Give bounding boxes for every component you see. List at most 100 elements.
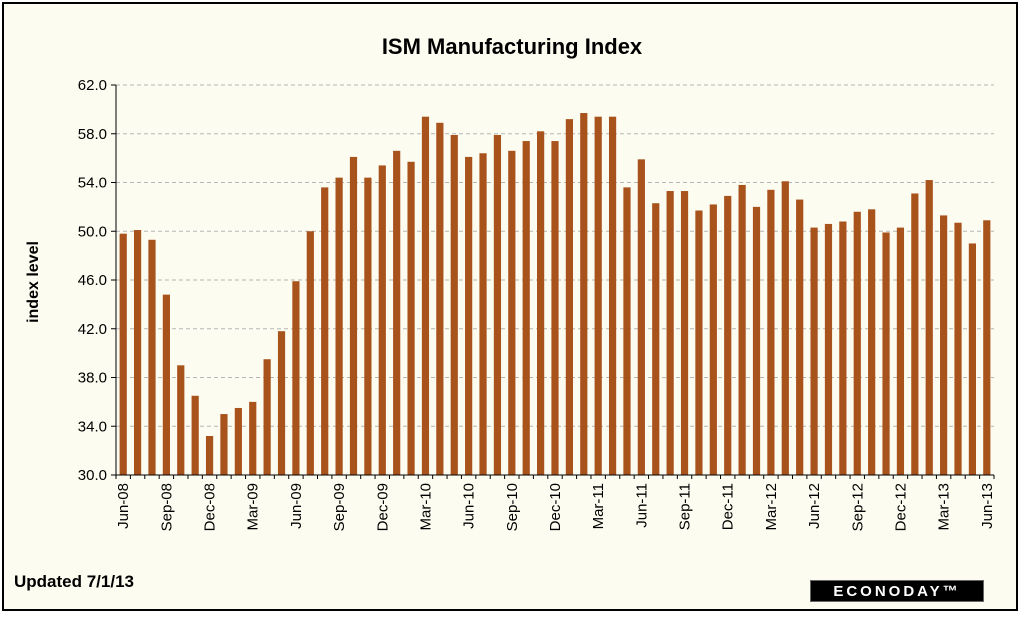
bar-Sep-10 [508,150,516,475]
bar-Mar-10 [421,116,430,475]
bar-May-09 [277,331,286,475]
bar-Jun-11 [637,159,645,475]
bar-Jan-13 [911,193,919,475]
x-tick-label: Mar-09 [245,483,262,531]
bar-Oct-09 [349,156,358,475]
bar-Sep-12 [853,211,861,475]
bar-May-12 [796,199,804,475]
bar-Mar-09 [249,401,257,476]
y-tick-label: 54.0 [78,175,107,192]
x-tick-label: Jun-09 [288,483,305,529]
x-tick-label: Mar-12 [763,483,780,531]
bar-Feb-12 [752,206,761,476]
bar-Dec-08 [205,436,214,475]
x-tick-label: Sep-12 [849,483,866,531]
bar-Sep-11 [680,191,689,475]
bar-Jan-11 [565,119,573,476]
x-tick-label: Sep-08 [158,483,175,531]
x-tick-label: Dec-12 [892,483,909,531]
bar-series [119,113,991,476]
bar-Nov-08 [191,395,199,475]
bar-Feb-11 [580,113,588,475]
x-tick-label: Dec-08 [202,483,219,531]
x-tick-label: Mar-11 [590,483,607,529]
x-tick-label: Sep-10 [504,483,521,531]
bar-Dec-11 [724,195,732,475]
bar-Jun-09 [292,281,300,475]
bar-Oct-08 [177,365,185,475]
bar-Jul-09 [306,231,314,475]
x-tick-label: Jun-13 [979,483,996,529]
bar-Nov-10 [537,131,545,475]
bar-Nov-09 [364,177,372,476]
bar-Dec-09 [378,165,386,475]
x-tick-label: Mar-10 [417,483,434,531]
bar-Oct-11 [695,210,703,475]
chart-title: ISM Manufacturing Index [382,34,643,59]
bar-Apr-09 [263,359,271,475]
bar-Dec-12 [896,227,905,475]
y-tick-label: 34.0 [78,418,107,435]
bar-May-10 [450,134,458,475]
x-tick-label: Mar-13 [936,483,953,531]
bar-Nov-11 [709,204,717,475]
bar-Feb-10 [407,161,415,475]
bar-Aug-08 [148,239,156,475]
bar-Jun-12 [810,227,818,475]
bar-Jul-11 [652,203,660,475]
x-tick-labels: Jun-08 Sep-08 Dec-08 Mar-09 Jun-09 Sep-09 Dec-… [115,475,996,531]
bar-Aug-09 [321,187,329,476]
y-tick-label: 30.0 [78,467,107,484]
y-tick-labels: 30.0 34.0 38.0 42.0 46.0 50.0 54.0 58.0 62.0 [78,77,116,484]
bar-Apr-13 [954,222,962,475]
bar-Jun-08 [119,233,127,475]
bar-Apr-12 [781,181,789,475]
bar-Feb-09 [234,407,242,475]
bar-Oct-10 [522,141,530,475]
y-tick-label: 58.0 [78,126,107,143]
bar-Jul-10 [479,153,487,475]
bar-Jun-13 [983,220,991,475]
x-tick-label: Dec-11 [720,483,737,530]
bar-Jun-10 [465,156,473,475]
econoday-logo: ECONODAY™ [810,580,984,602]
x-tick-label: Dec-09 [374,483,391,531]
x-tick-label: Sep-09 [331,483,348,531]
x-tick-label: Jun-10 [461,483,478,529]
bar-Oct-12 [868,209,876,475]
bar-Jan-12 [738,184,746,475]
bar-Mar-13 [940,215,948,475]
bar-May-11 [623,187,631,476]
updated-date: Updated 7/1/13 [14,572,134,591]
y-axis-label: index level [25,241,42,323]
bar-Aug-11 [666,191,674,475]
y-tick-label: 38.0 [78,370,107,387]
bar-Apr-11 [608,116,617,475]
y-tick-label: 42.0 [78,321,107,338]
bar-Aug-10 [493,134,502,475]
y-tick-label: 62.0 [78,77,107,94]
bar-Sep-09 [335,177,343,476]
x-tick-label: Jun-08 [115,483,132,529]
bar-Feb-13 [925,180,933,475]
bar-Jan-10 [393,150,401,475]
grid-lines [116,84,994,427]
bar-Aug-12 [839,221,847,475]
bar-Dec-10 [551,141,559,475]
x-tick-label: Dec-10 [547,483,564,531]
bar-Sep-08 [162,294,170,476]
x-tick-label: Sep-11 [677,483,694,530]
x-tick-label: Jun-11 [633,483,650,528]
x-tick-label: Jun-12 [806,483,823,529]
y-tick-label: 50.0 [78,223,107,240]
bar-Jul-12 [824,223,833,475]
bar-Mar-12 [767,189,775,475]
bar-Mar-11 [594,116,602,475]
bar-Apr-10 [436,122,444,475]
bar-Jul-08 [133,230,142,475]
bar-Nov-12 [882,232,890,475]
bar-May-13 [968,243,977,475]
bar-Jan-09 [220,414,228,475]
y-tick-label: 46.0 [78,272,107,289]
